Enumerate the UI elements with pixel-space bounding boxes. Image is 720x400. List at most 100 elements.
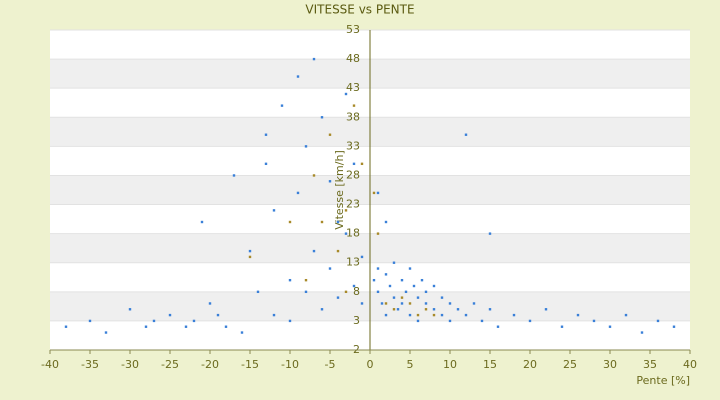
x-tick-label: 20	[523, 358, 537, 371]
point	[424, 290, 428, 294]
point	[336, 220, 340, 224]
point	[336, 249, 340, 253]
point	[400, 296, 404, 299]
point	[304, 145, 308, 148]
chart-title: VITESSE vs PENTE	[305, 3, 414, 17]
point	[392, 296, 396, 299]
y-axis-label: Vitesse [km/h]	[333, 150, 346, 230]
point	[432, 284, 436, 288]
point	[488, 308, 492, 311]
point	[656, 319, 660, 323]
x-tick-label: 15	[483, 358, 497, 371]
x-tick-label: -10	[281, 358, 299, 371]
x-axis-label: Pente [%]	[636, 374, 690, 387]
point	[128, 308, 132, 311]
x-tick-label: 35	[643, 358, 657, 371]
point	[152, 319, 156, 323]
x-tick-label: -20	[201, 358, 219, 371]
point	[104, 331, 108, 334]
point	[376, 191, 380, 195]
point	[328, 267, 332, 270]
point	[488, 232, 492, 235]
point	[440, 313, 444, 317]
point	[372, 278, 376, 282]
x-tick-label: 25	[563, 358, 577, 371]
x-tick-label: -5	[325, 358, 336, 371]
point	[216, 313, 220, 317]
point	[432, 313, 436, 317]
point	[480, 319, 484, 323]
point	[288, 319, 292, 323]
point	[272, 313, 276, 317]
point	[432, 308, 436, 311]
point	[464, 313, 468, 317]
point	[400, 278, 404, 282]
point	[272, 209, 276, 212]
point	[360, 302, 364, 305]
point	[344, 232, 348, 235]
point	[288, 278, 292, 282]
point	[592, 319, 596, 323]
point	[464, 133, 468, 136]
point	[400, 302, 404, 305]
point	[640, 331, 644, 334]
point	[392, 261, 396, 264]
point	[344, 209, 348, 212]
point	[496, 325, 500, 328]
point	[608, 325, 612, 328]
point	[264, 162, 268, 166]
point	[336, 296, 340, 299]
point	[420, 278, 424, 282]
x-tick-label: -35	[81, 358, 99, 371]
point	[416, 296, 420, 299]
y-tick-label: 43	[346, 81, 360, 94]
point	[376, 290, 380, 294]
point	[240, 331, 244, 334]
point	[304, 290, 308, 294]
point	[304, 278, 308, 282]
point	[352, 284, 356, 288]
y-tick-label: 28	[346, 168, 360, 181]
point	[384, 220, 388, 224]
point	[288, 220, 292, 224]
point	[312, 174, 316, 177]
point	[208, 302, 212, 305]
point	[384, 313, 388, 317]
point	[312, 57, 316, 61]
x-tick-label: 40	[683, 358, 697, 371]
y-tick-label: 18	[346, 227, 360, 240]
x-tick-label: 0	[367, 358, 374, 371]
point	[408, 313, 412, 317]
point	[528, 319, 532, 323]
y-tick-label: 38	[346, 110, 360, 123]
y-tick-label: 33	[346, 139, 360, 152]
y-tick-label: 53	[346, 23, 360, 36]
point	[360, 162, 364, 166]
point	[232, 174, 236, 177]
point	[328, 180, 332, 183]
point	[512, 313, 516, 317]
y-tick-label: 3	[353, 314, 360, 327]
point	[544, 308, 548, 311]
point	[448, 319, 452, 323]
point	[360, 255, 364, 259]
point	[396, 308, 400, 311]
point	[416, 313, 420, 317]
point	[64, 325, 68, 328]
point	[312, 249, 316, 253]
point	[424, 302, 428, 305]
point	[296, 191, 300, 195]
point	[380, 302, 384, 305]
point	[384, 273, 388, 276]
point	[192, 319, 196, 323]
point	[344, 92, 348, 96]
point	[184, 325, 188, 328]
point	[144, 325, 148, 328]
point	[408, 302, 412, 305]
point	[388, 284, 392, 288]
y-tick-label: 13	[346, 256, 360, 269]
point	[372, 191, 376, 195]
point	[224, 325, 228, 328]
y-tick-label: 23	[346, 198, 360, 211]
